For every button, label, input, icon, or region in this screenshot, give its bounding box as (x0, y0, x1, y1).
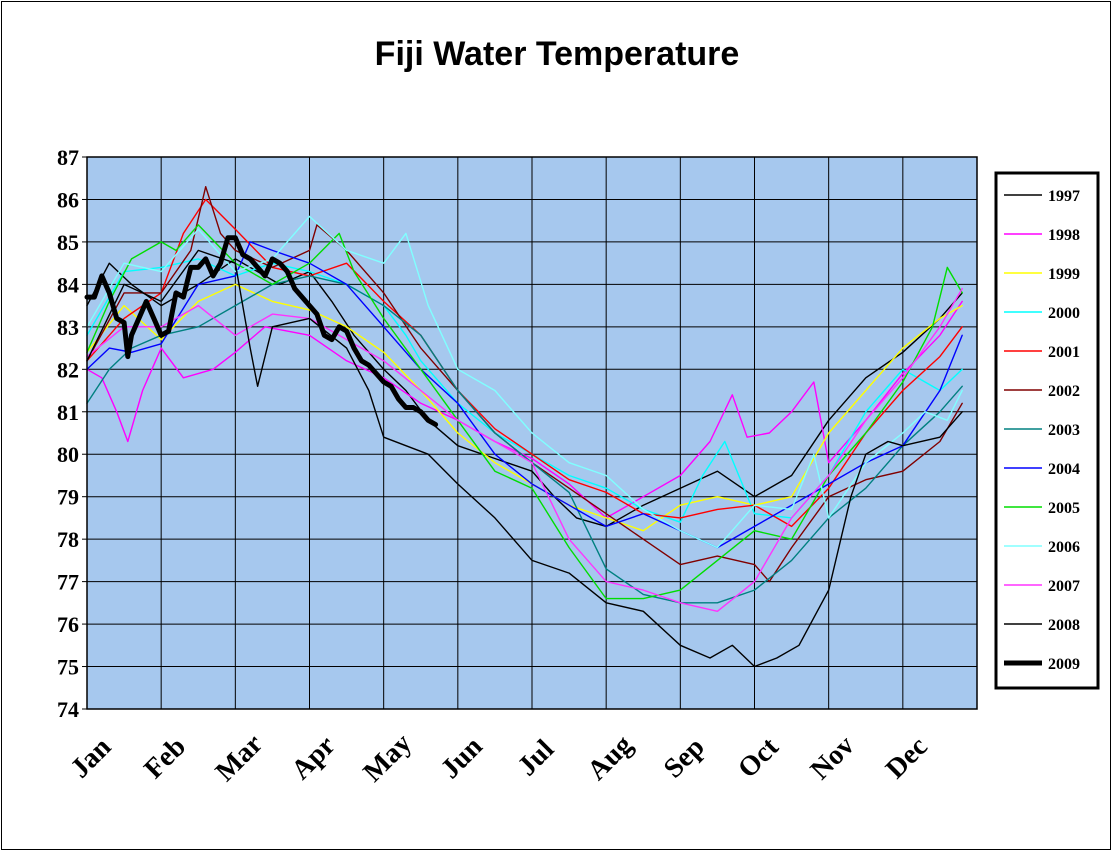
legend-label-2007: 2007 (1048, 578, 1080, 595)
y-tick-label: 78 (57, 527, 79, 552)
x-tick-label: Jul (512, 734, 560, 782)
x-axis: Jan Feb Mar Apr May Jun Jul Aug Sep Oct Nov Dec (65, 728, 934, 788)
x-tick-label: Mar (210, 728, 269, 787)
x-tick-label: Feb (138, 731, 192, 785)
series-line-1997 (86, 258, 963, 528)
x-tick-label: Nov (805, 730, 861, 786)
y-tick-label: 87 (57, 145, 79, 170)
y-tick-label: 76 (57, 612, 79, 637)
legend-label-2005: 2005 (1048, 500, 1080, 517)
y-tick-label: 77 (57, 570, 79, 595)
y-axis: 74 75 76 77 78 79 80 81 82 83 84 85 86 87 (57, 145, 87, 722)
series-line-2004 (86, 241, 963, 549)
x-tick-label: May (357, 728, 417, 788)
y-tick-label: 80 (57, 442, 79, 467)
legend: 1997 1998 1999 2000 2001 2002 2003 2004 2005 2006… (994, 171, 1100, 690)
legend-label-2004: 2004 (1048, 461, 1080, 478)
legend-label-2008: 2008 (1048, 617, 1080, 634)
chart-title: Fiji Water Temperature (375, 35, 740, 73)
y-tick-label: 86 (57, 187, 79, 212)
plot-border (86, 156, 978, 710)
legend-box (994, 171, 1100, 690)
series-line-1998 (86, 300, 963, 519)
series-line-2005 (86, 224, 963, 600)
legend-label-1998: 1998 (1048, 227, 1080, 244)
y-tick-label: 79 (57, 485, 79, 510)
legend-label-2006: 2006 (1048, 539, 1080, 556)
y-tick-label: 84 (57, 272, 79, 297)
legend-label-1997: 1997 (1048, 188, 1080, 205)
legend-label-2000: 2000 (1048, 305, 1080, 322)
y-tick-label: 83 (57, 315, 79, 340)
series-line-2007 (86, 287, 963, 612)
legend-label-2002: 2002 (1048, 383, 1080, 400)
y-tick-label: 81 (57, 400, 79, 425)
legend-label-1999: 1999 (1048, 266, 1080, 283)
x-tick-label: Jun (435, 731, 489, 785)
legend-label-2001: 2001 (1048, 344, 1080, 361)
y-tick-label: 82 (57, 357, 79, 382)
y-tick-label: 75 (57, 655, 79, 680)
series-line-2009 (84, 235, 439, 427)
series-line-2003 (86, 275, 963, 604)
x-tick-label: Aug (582, 729, 639, 786)
legend-label-2003: 2003 (1048, 422, 1080, 439)
y-tick-label: 74 (57, 697, 79, 722)
x-tick-label: Oct (732, 731, 785, 784)
series-lines (84, 185, 963, 668)
y-tick-label: 85 (57, 230, 79, 255)
x-tick-label: Dec (880, 731, 934, 785)
x-tick-label: Apr (285, 730, 341, 786)
x-tick-label: Sep (658, 732, 711, 785)
x-tick-label: Jan (65, 731, 118, 784)
legend-label-2009: 2009 (1048, 656, 1080, 673)
series-line-2008 (86, 249, 963, 668)
